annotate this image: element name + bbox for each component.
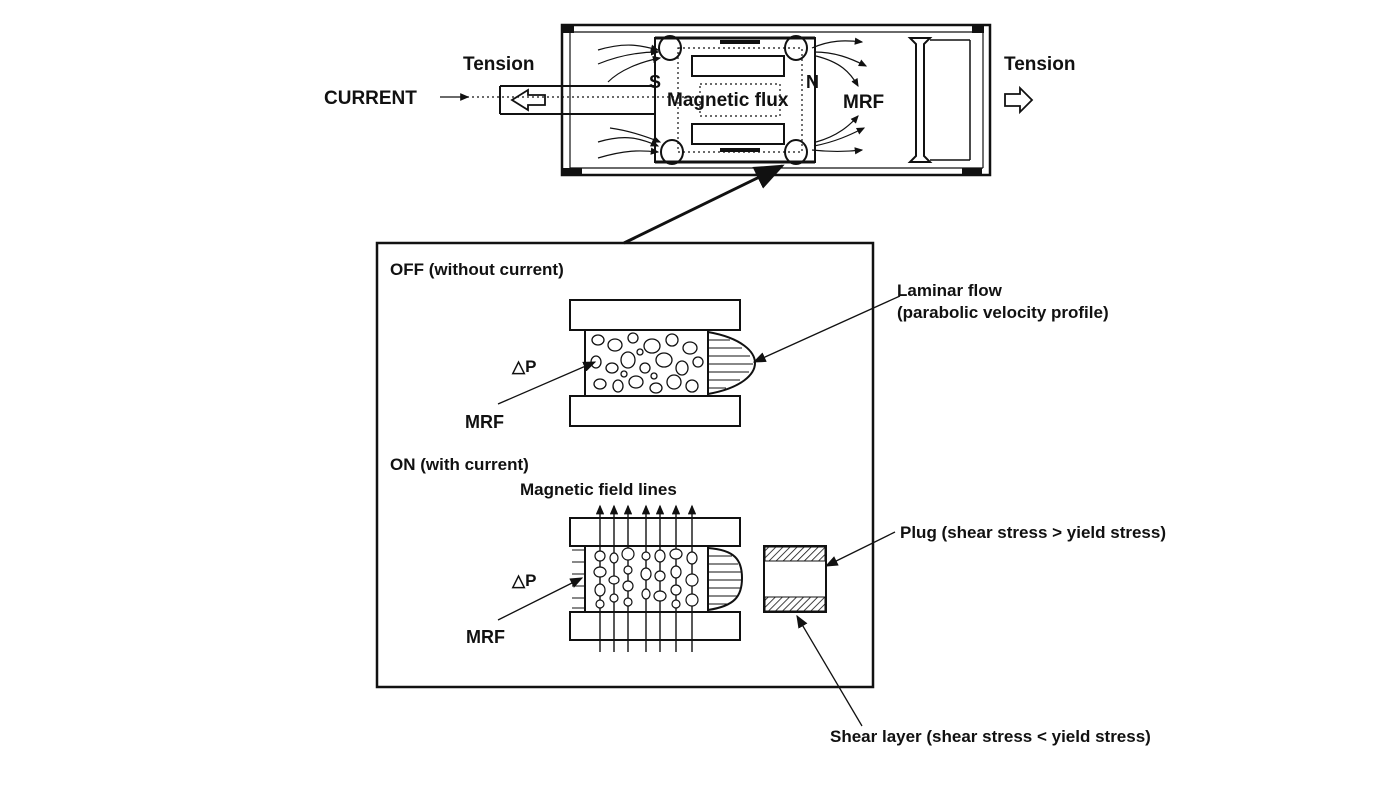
on-title: ON (with current) (390, 455, 529, 474)
pole-n-label: N (806, 72, 819, 92)
off-channel (569, 299, 757, 427)
on-channel (569, 504, 744, 652)
shear-layer-label: Shear layer (shear stress < yield stress… (830, 727, 1151, 746)
delta-p-off-label: △P (511, 357, 536, 376)
on-velocity-profile (707, 547, 744, 611)
shear-layer-arrow (796, 614, 863, 727)
damper-rod (462, 85, 700, 115)
laminar-arrow (752, 295, 901, 363)
on-field-lines (595, 504, 697, 652)
off-velocity-profile (707, 331, 757, 395)
laminar-flow-label: Laminar flow (897, 281, 1003, 300)
damper-piston (654, 35, 816, 165)
on-particle-chains (593, 547, 699, 609)
mrf-on-arrow (497, 577, 584, 621)
off-particles (590, 332, 704, 394)
field-lines-label: Magnetic field lines (520, 480, 677, 499)
mrf-off-label: MRF (465, 412, 504, 432)
magnetic-flux-label: Magnetic flux (667, 90, 789, 111)
tension-right-arrow-icon (1004, 85, 1034, 115)
plug-flow-icon (763, 545, 827, 613)
zoom-pointer-arrow (623, 164, 785, 245)
pole-s-label: S (649, 72, 661, 92)
off-title: OFF (without current) (390, 260, 564, 279)
mrf-top-label: MRF (843, 92, 884, 113)
mrf-off-arrow (497, 361, 597, 405)
fluid-flow-arrows (597, 37, 868, 159)
detail-box (375, 241, 875, 689)
mrf-on-label: MRF (466, 627, 505, 647)
on-inlet-lines (572, 549, 585, 609)
current-label: CURRENT (324, 88, 417, 109)
plug-label: Plug (shear stress > yield stress) (900, 523, 1166, 542)
laminar-profile-label: (parabolic velocity profile) (897, 303, 1109, 322)
delta-p-on-label: △P (511, 571, 536, 590)
tension-left-label: Tension (463, 54, 534, 75)
tension-right-label: Tension (1004, 54, 1075, 75)
plug-arrow (824, 531, 896, 567)
damper-end-cap (907, 37, 971, 163)
